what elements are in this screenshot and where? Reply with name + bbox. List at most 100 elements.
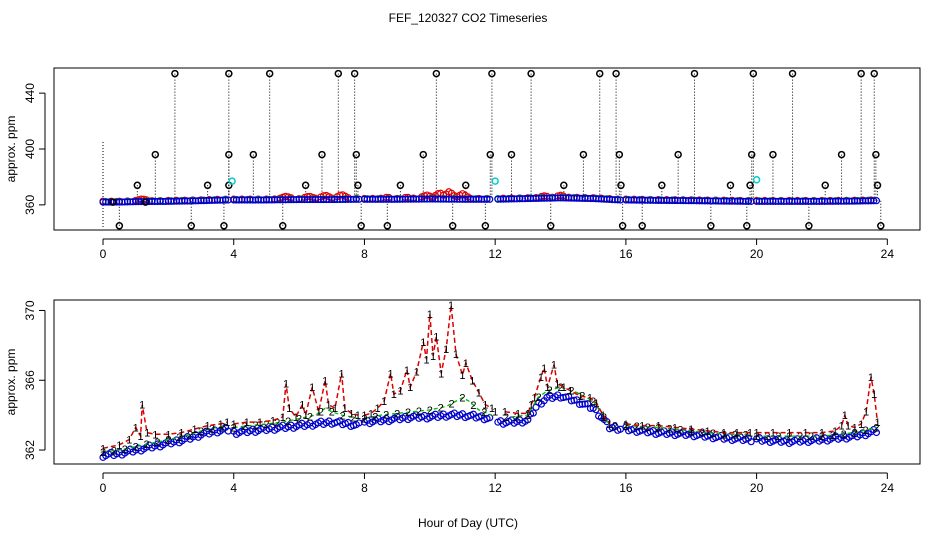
outlier-point [749, 69, 758, 78]
series-1-marker: 1 [803, 428, 809, 440]
series-2-marker: 2 [514, 411, 520, 423]
outlier-point [432, 69, 441, 78]
series-2-marker: 2 [841, 429, 847, 441]
series-1-marker: 1 [551, 360, 557, 372]
cyan-point [752, 175, 761, 184]
series-1-marker: 1 [476, 387, 482, 399]
series-1-marker: 1 [126, 435, 132, 447]
x-tick-label: 16 [619, 247, 633, 261]
series-1-marker: 1 [178, 428, 184, 440]
outlier-point [546, 222, 555, 230]
series-2-marker: 2 [111, 446, 117, 458]
series-1-marker: 1 [459, 370, 465, 382]
series-1-marker: 1 [600, 410, 606, 422]
outlier-point [462, 181, 470, 190]
series-2-path [102, 424, 228, 453]
series-1-marker: 1 [270, 415, 276, 427]
series-1-marker: 1 [747, 428, 753, 440]
y-tick-label: 440 [23, 83, 37, 103]
series-1-marker: 1 [528, 400, 534, 412]
series-3-points [99, 194, 881, 206]
series-2-marker: 2 [666, 424, 672, 436]
x-axis-label: Hour of Day (UTC) [418, 516, 518, 530]
series-1-marker: 1 [391, 389, 397, 401]
series-2-marker: 2 [133, 442, 139, 454]
series-1-marker: 1 [561, 382, 567, 394]
series-2-marker: 2 [721, 429, 727, 441]
series-1-marker: 1 [342, 403, 348, 415]
outlier-point [690, 69, 699, 78]
series-2-marker: 2 [525, 410, 531, 422]
series-1-marker: 1 [871, 389, 877, 401]
outlier-point [560, 181, 568, 190]
series-2-marker: 2 [732, 429, 738, 441]
series-2-marker: 2 [449, 399, 455, 411]
outlier-point [279, 222, 287, 230]
series-2-marker: 2 [481, 407, 487, 419]
series-2-marker: 2 [427, 405, 433, 417]
series-2-marker: 2 [361, 414, 367, 426]
series-2-marker: 2 [231, 422, 237, 434]
x-tick-label: 0 [100, 481, 107, 495]
series-3-marker [747, 438, 755, 446]
y-tick-label: 362 [23, 440, 37, 460]
series-2-marker: 2 [165, 435, 171, 447]
series-3-marker [562, 393, 570, 401]
series-2-marker: 2 [764, 431, 770, 443]
series-3-point [483, 195, 491, 203]
series-2-marker: 2 [612, 421, 618, 433]
series-1-marker: 1 [152, 429, 158, 441]
series-1-marker: 1 [587, 393, 593, 405]
series-1-marker: 1 [453, 349, 459, 361]
series-1-marker: 1 [407, 382, 413, 394]
series-1-path [625, 423, 751, 434]
series-3-marker [581, 400, 589, 408]
outlier-point [726, 181, 735, 190]
outlier-points [109, 69, 885, 230]
series-1-marker: 1 [819, 428, 825, 440]
series-1-marker: 1 [116, 440, 122, 452]
series-1-marker: 1 [303, 410, 309, 422]
outlier-point [857, 69, 865, 78]
series-1-path [233, 373, 359, 425]
series-1-marker: 1 [420, 337, 426, 349]
series-2-marker: 2 [656, 422, 662, 434]
outlier-point [448, 222, 457, 230]
series-2-marker: 2 [263, 419, 269, 431]
outlier-point [746, 181, 754, 190]
series-1-path [102, 404, 228, 450]
series-1-marker: 1 [224, 417, 230, 429]
series-1-marker: 1 [786, 428, 792, 440]
series-1-marker: 1 [482, 400, 488, 412]
series-2-marker: 2 [394, 408, 400, 420]
series-2-marker: 2 [536, 392, 542, 404]
series-2-marker: 2 [830, 430, 836, 442]
series-3-point [352, 195, 360, 203]
series-1-marker: 1 [339, 368, 345, 380]
series-3-marker [570, 396, 578, 404]
cyan-point [491, 177, 499, 185]
series-2-marker: 2 [154, 437, 160, 449]
series-1-marker: 1 [502, 407, 508, 419]
series-2-marker: 2 [754, 431, 760, 443]
outlier-point [383, 222, 392, 230]
outlier-point [334, 69, 343, 78]
series-1-marker: 1 [489, 403, 495, 415]
series-1-marker: 1 [443, 344, 449, 356]
outlier-point [707, 222, 715, 230]
series-1-marker: 1 [463, 358, 469, 370]
series-1-path [504, 364, 611, 425]
series-2-path [625, 424, 751, 435]
x-tick-label: 8 [361, 481, 368, 495]
series-2-path [756, 426, 878, 437]
outlier-point [658, 181, 666, 190]
outlier-point [873, 181, 882, 190]
series-1-marker: 1 [525, 408, 531, 420]
top-panel: 0 4 8 12 16 20 24 360 400 440 approx. ppm [4, 67, 921, 261]
series-1-marker: 1 [332, 403, 338, 415]
outlier-point [788, 69, 797, 78]
series-1-marker: 1 [100, 443, 106, 455]
series-3-marker [603, 418, 611, 426]
y-tick-label: 400 [23, 139, 37, 159]
